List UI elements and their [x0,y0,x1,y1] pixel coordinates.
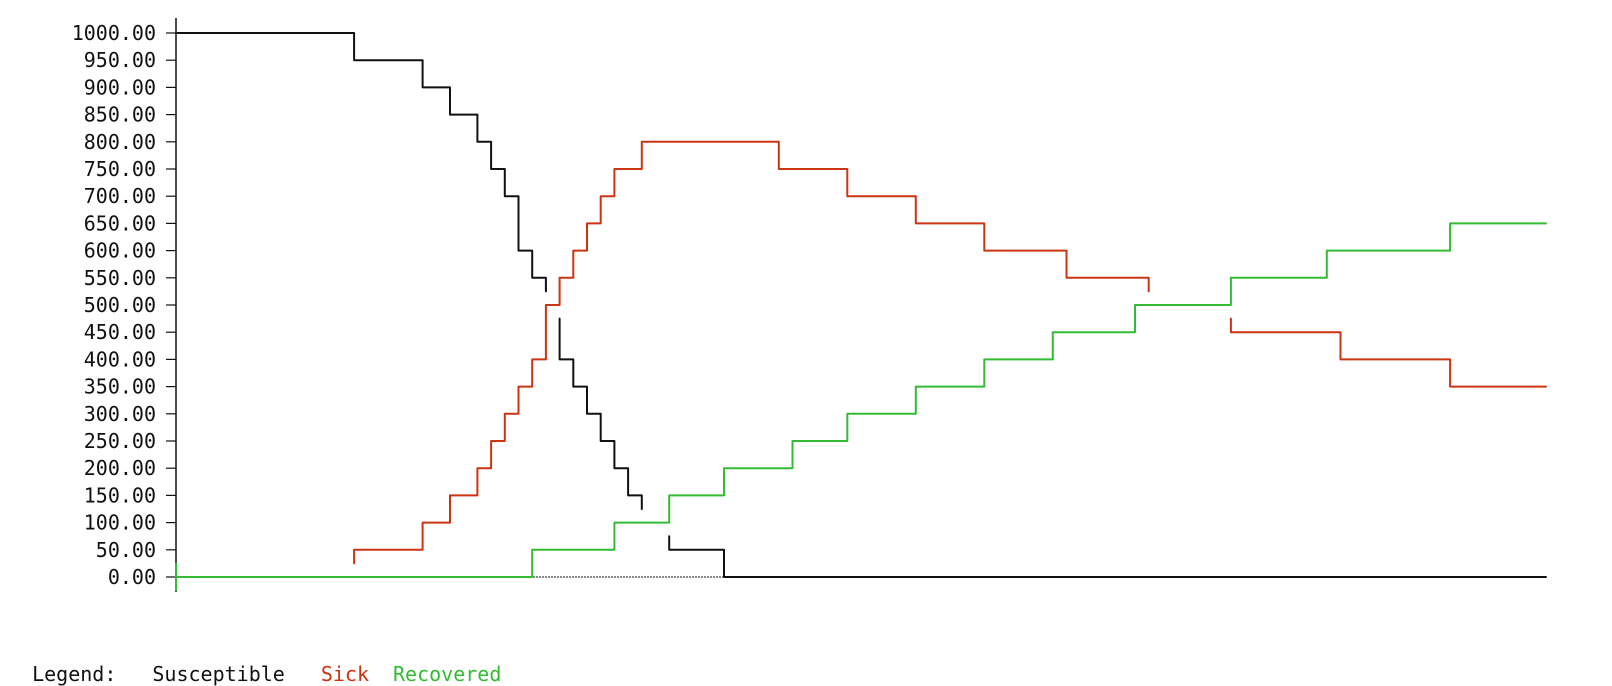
y-tick-label: 500.00 [84,293,156,317]
series-line-susceptible [668,535,1547,578]
series-line-sick [353,140,1150,565]
y-tick-label: 950.00 [84,48,156,72]
chart-axes [175,18,1546,592]
y-tick-label: 1000.00 [72,21,156,45]
y-tick-label: 450.00 [84,320,156,344]
y-tick-label: 100.00 [84,511,156,535]
y-tick-label: 300.00 [84,402,156,426]
legend-entry-recovered: Recovered [393,662,502,686]
chart-series [175,32,1547,591]
y-tick-label: 550.00 [84,266,156,290]
y-tick-label: 900.00 [84,75,156,99]
y-tick-label: 650.00 [84,211,156,235]
y-tick-label: 750.00 [84,157,156,181]
legend-entry-sick: Sick [320,662,370,686]
line-chart: 0.00 50.00 100.00 150.00 200.00 250.00 300.00 3… [72,18,1547,592]
legend-prefix: Legend: [32,662,117,686]
series-line-sick [1229,317,1547,388]
y-tick-label: 150.00 [84,483,156,507]
y-axis-ticks: 0.00 50.00 100.00 150.00 200.00 250.00 300.00 3… [72,21,176,589]
y-tick-label: 800.00 [84,130,156,154]
y-tick-label: 250.00 [84,429,156,453]
y-tick-label: 0.00 [108,565,156,589]
series-line-susceptible [175,32,547,293]
series-line-susceptible [558,317,643,510]
y-tick-label: 850.00 [84,103,156,127]
legend-entry-susceptible: Susceptible [152,662,285,686]
y-tick-label: 700.00 [84,184,156,208]
y-tick-label: 350.00 [84,375,156,399]
y-tick-label: 200.00 [84,456,156,480]
legend: Legend: Susceptible Sick Recovered [8,638,501,686]
y-tick-label: 50.00 [96,538,156,562]
series-line-recovered [175,222,1547,578]
y-tick-label: 600.00 [84,239,156,263]
y-tick-label: 400.00 [84,347,156,371]
